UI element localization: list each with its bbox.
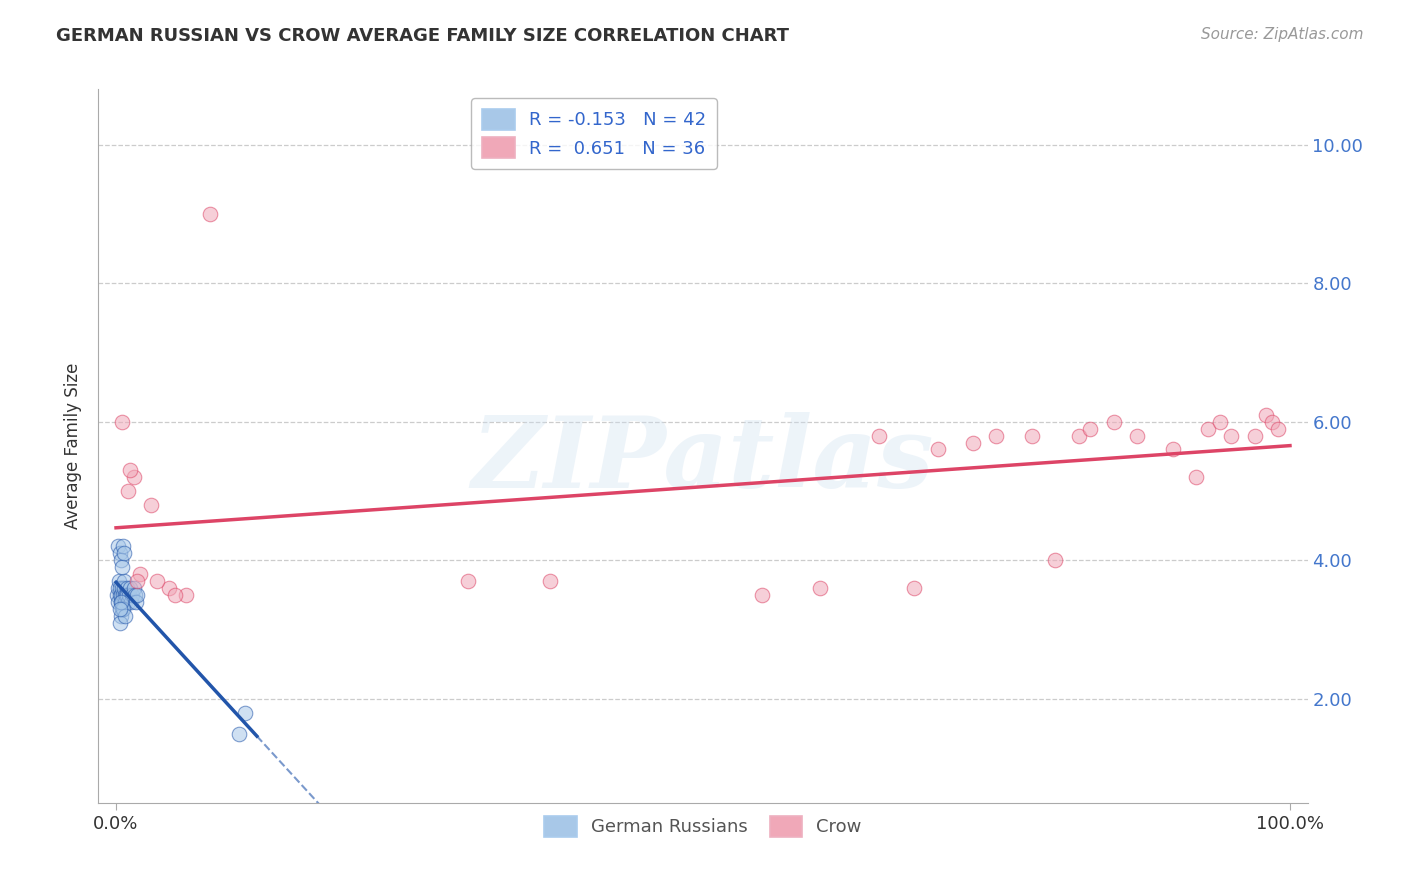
Point <box>112 588 135 602</box>
Point <box>176 588 198 602</box>
Point <box>111 595 134 609</box>
Point <box>105 588 128 602</box>
Point <box>903 581 925 595</box>
Point <box>233 706 256 720</box>
Point <box>157 581 180 595</box>
Point <box>110 553 132 567</box>
Point <box>108 602 131 616</box>
Point <box>538 574 561 588</box>
Point <box>1043 553 1066 567</box>
Point <box>198 207 221 221</box>
Point <box>110 608 132 623</box>
Point <box>120 463 142 477</box>
Point <box>112 546 135 560</box>
Point <box>868 428 890 442</box>
Point <box>962 435 984 450</box>
Point <box>122 581 145 595</box>
Point <box>117 483 139 498</box>
Point <box>120 581 142 595</box>
Point <box>120 595 142 609</box>
Point <box>111 602 134 616</box>
Legend: German Russians, Crow: German Russians, Crow <box>537 808 869 844</box>
Point <box>108 581 131 595</box>
Point <box>112 540 135 554</box>
Point <box>127 588 149 602</box>
Point <box>1080 422 1102 436</box>
Point <box>112 574 135 588</box>
Point <box>108 574 131 588</box>
Point <box>127 574 149 588</box>
Point <box>1197 422 1219 436</box>
Point <box>986 428 1008 442</box>
Point <box>115 588 138 602</box>
Y-axis label: Average Family Size: Average Family Size <box>65 363 83 529</box>
Point <box>122 470 145 484</box>
Point <box>108 588 131 602</box>
Point <box>1067 428 1090 442</box>
Point <box>107 595 129 609</box>
Point <box>111 560 134 574</box>
Point <box>124 588 146 602</box>
Point <box>128 567 150 582</box>
Point <box>117 595 139 609</box>
Point <box>114 588 136 602</box>
Point <box>751 588 773 602</box>
Point <box>110 588 132 602</box>
Point <box>1220 428 1243 442</box>
Point <box>228 726 250 740</box>
Point <box>1243 428 1265 442</box>
Point <box>1185 470 1208 484</box>
Point <box>107 540 129 554</box>
Point <box>808 581 831 595</box>
Text: Source: ZipAtlas.com: Source: ZipAtlas.com <box>1201 27 1364 42</box>
Point <box>112 602 135 616</box>
Point <box>112 581 135 595</box>
Point <box>927 442 949 457</box>
Point <box>110 595 132 609</box>
Point <box>1161 442 1184 457</box>
Point <box>1256 408 1278 422</box>
Point <box>115 588 138 602</box>
Point <box>121 588 143 602</box>
Point <box>146 574 169 588</box>
Point <box>141 498 163 512</box>
Point <box>1126 428 1149 442</box>
Point <box>118 588 141 602</box>
Point <box>110 595 132 609</box>
Point <box>457 574 479 588</box>
Point <box>125 595 148 609</box>
Point <box>111 581 134 595</box>
Point <box>108 615 131 630</box>
Point <box>1208 415 1230 429</box>
Point <box>107 581 129 595</box>
Point <box>163 588 186 602</box>
Point <box>1267 422 1289 436</box>
Point <box>108 546 131 560</box>
Text: ZIPatlas: ZIPatlas <box>472 412 934 508</box>
Text: GERMAN RUSSIAN VS CROW AVERAGE FAMILY SIZE CORRELATION CHART: GERMAN RUSSIAN VS CROW AVERAGE FAMILY SI… <box>56 27 789 45</box>
Point <box>114 608 136 623</box>
Point <box>1261 415 1284 429</box>
Point <box>1021 428 1043 442</box>
Point <box>1102 415 1125 429</box>
Point <box>111 415 134 429</box>
Point <box>114 595 136 609</box>
Point <box>115 581 138 595</box>
